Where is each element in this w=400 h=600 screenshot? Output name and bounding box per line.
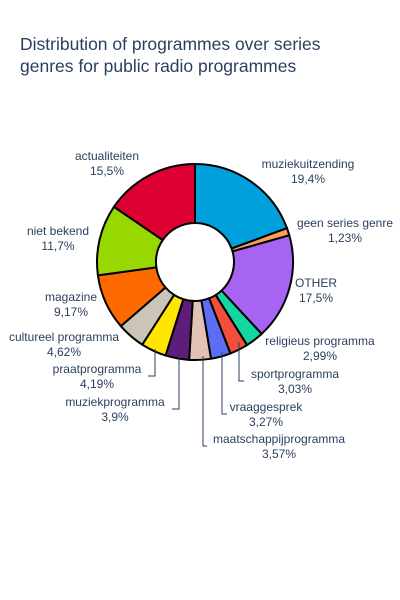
slice-muziekuitzending[interactable]	[194, 162, 289, 250]
slices-layer	[96, 162, 294, 361]
slice-label-name: niet bekend	[27, 224, 89, 238]
slice-label-value: 19,4%	[291, 172, 325, 186]
slice-label-name: sportprogramma	[251, 367, 339, 381]
slice-label-actualiteiten: actualiteiten 15,5%	[75, 149, 139, 178]
slice-label-name: muziekuitzending	[262, 157, 355, 171]
slice-label-cultureel-programma: cultureel programma 4,62%	[9, 330, 119, 359]
slice-label-praatprogramma: praatprogramma 4,19%	[53, 362, 142, 391]
slice-label-value: 3,9%	[101, 410, 129, 424]
chart-title-line-2: genres for public radio programmes	[20, 56, 297, 76]
slice-label-muziekprogramma: muziekprogramma 3,9%	[65, 395, 165, 424]
chart-title-line-1: Distribution of programmes over series	[20, 34, 321, 54]
labels-layer: muziekuitzending 19,4% geen series genre 1,…	[9, 149, 393, 461]
leader-line-praatprogramma	[148, 349, 156, 377]
slice-label-name: actualiteiten	[75, 149, 139, 163]
slice-label-geen-series-genre: geen series genre 1,23%	[297, 216, 393, 245]
slice-label-sportprogramma: sportprogramma 3,03%	[251, 367, 339, 396]
slice-label-value: 3,27%	[249, 415, 283, 429]
leader-lines-layer	[148, 342, 244, 447]
slice-label-value: 4,62%	[47, 345, 81, 359]
slice-label-value: 17,5%	[299, 291, 333, 305]
chart-title: Distribution of programmes over series g…	[20, 33, 380, 77]
slice-label-name: muziekprogramma	[65, 395, 165, 409]
slice-label-religieus-programma: religieus programma 2,99%	[265, 334, 375, 363]
slice-label-name: vraaggesprek	[230, 400, 304, 414]
slice-label-value: 15,5%	[90, 164, 124, 178]
slice-label-name: OTHER	[295, 276, 337, 290]
slice-label-name: cultureel programma	[9, 330, 119, 344]
slice-label-muziekuitzending: muziekuitzending 19,4%	[262, 157, 355, 186]
slice-label-name: geen series genre	[297, 216, 393, 230]
slice-label-value: 1,23%	[328, 231, 362, 245]
slice-label-name: praatprogramma	[53, 362, 142, 376]
slice-label-name: religieus programma	[265, 334, 375, 348]
leader-line-maatschappijprogramma	[202, 356, 207, 447]
slice-label-maatschappijprogramma: maatschappijprogramma 3,57%	[213, 432, 345, 461]
slice-label-other: OTHER 17,5%	[295, 276, 337, 305]
slice-label-name: maatschappijprogramma	[213, 432, 345, 446]
slice-label-value: 2,99%	[303, 349, 337, 363]
slice-label-niet-bekend: niet bekend 11,7%	[27, 224, 89, 253]
slice-actualiteiten[interactable]	[112, 162, 196, 242]
slice-label-name: magazine	[45, 290, 97, 304]
slice-label-vraaggesprek: vraaggesprek 3,27%	[230, 400, 304, 429]
slice-label-magazine: magazine 9,17%	[45, 290, 97, 319]
leader-line-sportprogramma	[238, 342, 244, 382]
leader-line-muziekprogramma	[172, 356, 180, 410]
leader-line-vraaggesprek	[221, 352, 227, 415]
slice-label-value: 3,57%	[262, 447, 296, 461]
slice-label-value: 3,03%	[278, 382, 312, 396]
slice-label-value: 4,19%	[80, 377, 114, 391]
slice-label-value: 9,17%	[54, 305, 88, 319]
slice-label-value: 11,7%	[41, 239, 74, 253]
